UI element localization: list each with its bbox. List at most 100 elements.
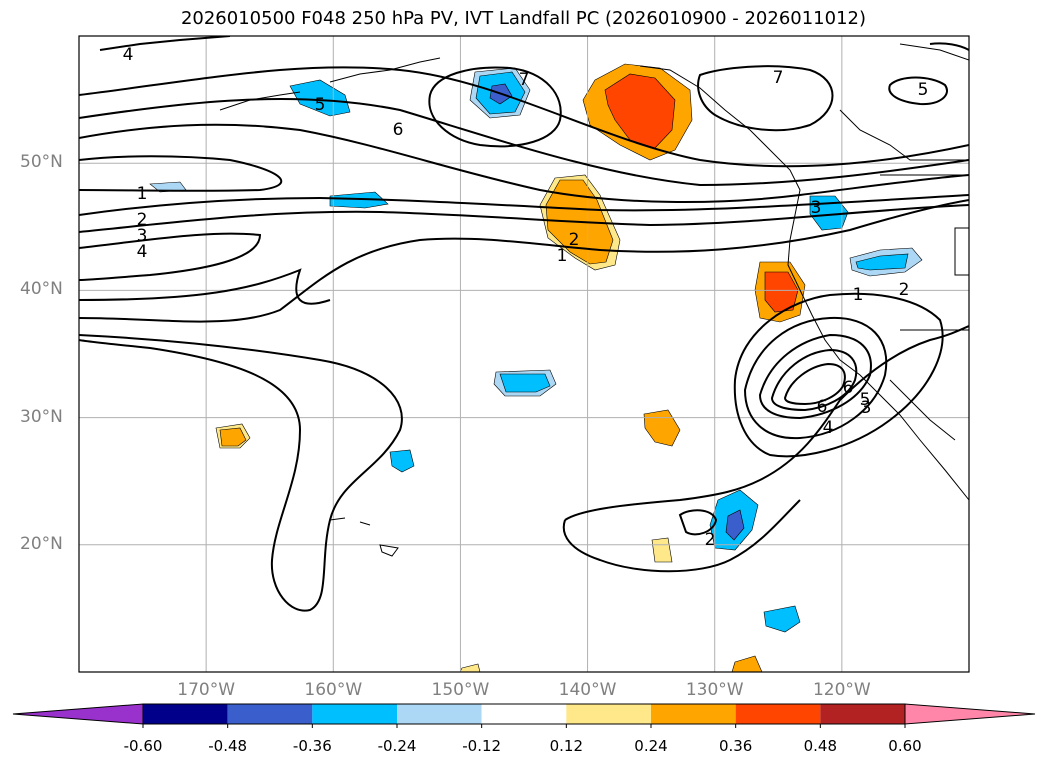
contour-label: 2 [899,280,910,300]
longitude-label: 160°W [304,680,363,700]
map-frame [78,35,970,673]
ivt-shaded-region [725,509,745,541]
ivt-shaded-region [763,605,801,633]
pv-contour-line [564,325,969,521]
pv-contour-line [888,76,948,106]
contour-label: 3 [861,398,872,418]
pv-contour-line [79,334,403,612]
colorbar-swatch [397,704,482,724]
pv-contour-line [79,268,331,305]
pv-contour-line [79,232,262,281]
ivt-shading-layer [149,63,923,672]
longitude-label: 140°W [558,680,617,700]
contour-label: 5 [918,80,929,100]
colorbar-swatch [735,704,821,724]
pv-contour-line [562,499,801,573]
pv-contour-line [428,66,562,148]
coastline-segment [954,227,969,276]
colorbar-tick-label: 0.24 [634,737,668,755]
colorbar-swatch [651,704,736,724]
graticule [79,36,969,672]
coastline-segment [839,109,969,161]
ivt-shaded-region [459,663,481,672]
pv-contours [79,36,969,612]
contour-label: 5 [315,95,326,115]
coastline-segment [889,379,956,441]
ivt-shaded-region [604,73,676,149]
colorbar-swatch [312,704,397,724]
colorbar-tick-label: 0.36 [718,737,753,755]
ivt-shaded-region [764,271,799,313]
colorbar-swatch [481,704,567,724]
coastline-segment [639,65,969,501]
ivt-shaded-region [289,79,351,117]
ivt-shaded-region [855,253,909,271]
contour-label: 6 [843,378,854,398]
ivt-shaded-region [651,537,673,563]
pv-contour-line [783,362,846,406]
coastline-segment [379,544,399,557]
colorbar-frame [142,703,906,725]
longitude-label: 120°W [812,680,871,700]
contour-label: 6 [393,120,404,140]
longitude-label: 170°W [177,680,236,700]
contour-label: 1 [137,184,148,204]
pv-contour-line [79,123,969,203]
colorbar-tick-label: -0.12 [462,737,502,755]
contour-label: 2 [705,530,716,550]
colorbar-extend-low [12,703,144,725]
pv-contour-line [678,509,718,536]
pv-contour-line [770,348,858,412]
latitude-label: 50°N [20,152,63,173]
contour-label: 6 [817,397,828,417]
latitude-label: 30°N [20,406,63,427]
colorbar-tick-label: -0.48 [208,737,248,755]
contour-label: 4 [137,242,148,262]
pv-contour-line [99,36,231,51]
colorbar-tick-label: 0.48 [803,737,838,755]
ivt-shaded-region [219,427,247,447]
colorbar-extend-high [904,703,1036,725]
contour-label: 4 [823,418,834,438]
contour-label: 7 [519,70,530,90]
ivt-shaded-region [499,373,551,393]
ivt-shaded-region [643,409,681,447]
pv-contour-line [79,194,969,216]
contour-label: 3 [811,198,822,218]
coastlines [219,43,969,557]
map-title: 2026010500 F048 250 hPa PV, IVT Landfall… [180,8,867,29]
colorbar-tick-label: -0.36 [292,737,332,755]
contour-label: 7 [773,68,784,88]
colorbar-swatch [227,704,313,724]
contour-label: 4 [123,45,134,65]
contour-label: 2 [137,210,148,230]
contour-label: 1 [853,285,864,305]
pv-contour-line [79,204,969,233]
colorbar-tick-label: -0.24 [377,737,417,755]
pv-contour-line [697,65,834,132]
pv-contour-line [79,155,283,192]
pv-contour-line [79,199,969,323]
pv-contour-line [79,66,969,168]
colorbar-tick-label: 0.12 [549,737,584,755]
longitude-label: 150°W [431,680,490,700]
colorbar-swatch [143,704,228,724]
coastline-segment [329,517,346,521]
latitude-label: 20°N [20,533,63,554]
contour-label: 1 [557,246,568,266]
longitude-label: 130°W [685,680,744,700]
contour-label: 2 [569,230,580,250]
coastline-segment [359,521,371,526]
colorbar-tick-label: -0.60 [123,737,163,755]
pv-contour-line [733,292,944,458]
colorbar-tick-label: 0.60 [888,737,922,755]
contour-label: 5 [860,390,871,410]
contour-label: 3 [137,226,148,246]
colorbar-swatch [566,704,651,724]
coastline-segment [329,57,441,83]
pv-contour-line [743,316,888,440]
pv-contour-line [758,333,872,420]
